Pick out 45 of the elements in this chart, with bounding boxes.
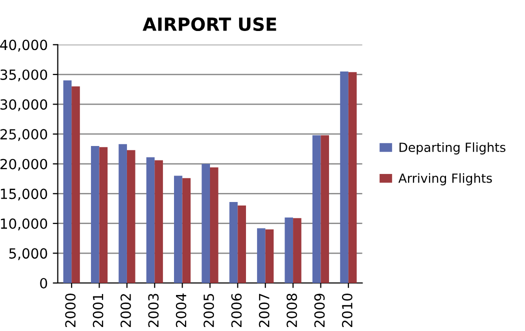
legend-label: Departing Flights: [400, 142, 506, 154]
bar: [257, 228, 266, 284]
y-tick-label: 40,000: [0, 40, 48, 52]
bar: [72, 86, 80, 284]
y-tick-label: 10,000: [0, 218, 48, 230]
bar: [229, 202, 238, 284]
x-tick-label: 2006: [231, 294, 242, 328]
x-tick-label: 2003: [148, 294, 159, 328]
bar: [293, 218, 302, 284]
bar: [126, 150, 136, 284]
y-tick-label: 30,000: [0, 99, 48, 112]
bar: [63, 80, 72, 284]
x-tick-label: 2007: [258, 294, 270, 328]
bar: [340, 71, 348, 284]
chart-title: AIRPORT USE: [142, 17, 276, 32]
x-tick-label: 2008: [286, 294, 298, 328]
bar: [146, 157, 155, 284]
bar: [202, 164, 210, 284]
bar: [320, 135, 330, 284]
x-tick-label: 2001: [92, 294, 104, 328]
bar: [238, 206, 246, 284]
bar: [118, 144, 127, 284]
x-tick-label: 2009: [314, 294, 325, 328]
y-tick-label: 0: [40, 278, 48, 288]
bar: [210, 167, 218, 284]
bar: [284, 217, 294, 284]
y-tick-label: 25,000: [0, 129, 48, 141]
x-tick-label: 2010: [342, 294, 352, 328]
y-tick-label: 15,000: [0, 188, 48, 201]
x-tick-label: 2005: [204, 294, 214, 328]
x-tick-label: 2004: [176, 294, 186, 328]
bar: [90, 146, 100, 284]
bar: [265, 229, 274, 284]
bar: [174, 176, 182, 284]
bar: [182, 178, 191, 284]
bar: [99, 147, 108, 284]
x-tick-label: 2000: [65, 294, 76, 328]
bar: [348, 72, 357, 284]
legend-label: Arriving Flights: [398, 173, 492, 186]
y-tick-label: 20,000: [0, 158, 48, 171]
x-tick-label: 2002: [120, 294, 131, 328]
bar: [154, 160, 163, 284]
y-tick-label: 35,000: [0, 69, 48, 82]
bar: [312, 135, 321, 284]
y-tick-label: 5,000: [9, 248, 48, 260]
